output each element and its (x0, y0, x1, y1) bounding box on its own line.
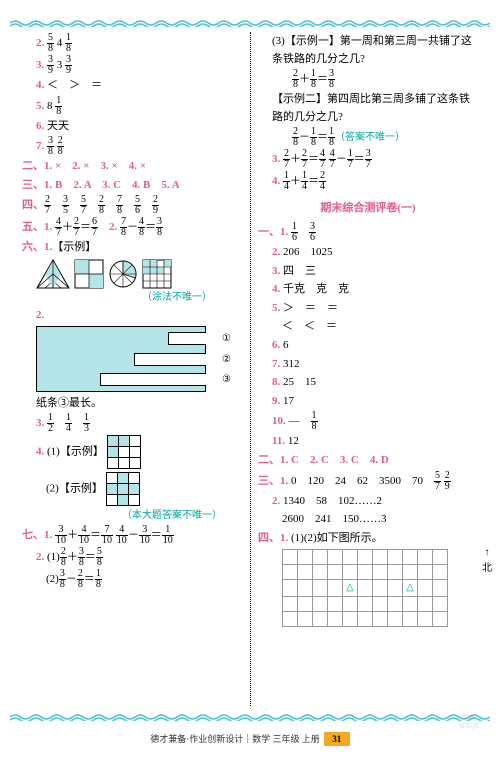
q7: 7. 312 (258, 356, 478, 374)
right-column: (3)【示例一】第一周和第三周一共铺了这条铁路的几分之几? 28＋18＝38 【… (250, 32, 478, 706)
item-6-2: 2. (22, 307, 242, 325)
item-r3: 3. 27＋27＝47 47－17＝37 (258, 149, 478, 170)
grid-note: （本大题答案不唯一） (22, 508, 242, 524)
paper-note: 纸条③最长。 (22, 395, 242, 413)
section-2: 二、1. × 2. × 3. × 4. × (22, 158, 242, 176)
q11: 11. 12 (258, 433, 478, 451)
column-divider (250, 32, 251, 706)
watermark: 学霸MXQE (446, 714, 492, 754)
exam-title: 期末综合测评卷(一) (258, 200, 478, 218)
grid-shape (142, 259, 172, 289)
page-footer: 德才兼备·作业创新设计｜数学 三年级 上册 31 (0, 732, 500, 746)
q1: 一、1. 16 36 (258, 222, 478, 243)
grid-example-1 (107, 435, 141, 469)
section-3: 三、1. B 2. A 3. C 4. B 5. A (22, 177, 242, 195)
example-1: (3)【示例一】第一周和第三周一共铺了这条铁路的几分之几? (258, 33, 478, 68)
wave-decoration-bottom (10, 712, 490, 720)
page-number: 31 (324, 732, 350, 746)
left-column: 2. 58 4 18 3. 39 3 39 4. ＜ ＞ ＝ 5. 8 18 6… (22, 32, 250, 706)
wave-decoration-top (10, 18, 490, 26)
example-1-eq: 28＋18＝38 (258, 69, 478, 90)
r-section-3-3: 2600 241 150……3 (258, 511, 478, 529)
answer-line: 7. 38 28 (22, 136, 242, 157)
answer-line: 5. 8 18 (22, 96, 242, 117)
q8: 8. 25 15 (258, 374, 478, 392)
paper-diagram: ①②③ (36, 326, 206, 392)
section-5: 五、1. 47＋27＝67 2. 78－48＝38 (22, 217, 242, 238)
footer-text: 德才兼备·作业创新设计｜数学 三年级 上册 (150, 734, 320, 744)
q6: 6. 6 (258, 337, 478, 355)
page-content: 2. 58 4 18 3. 39 3 39 4. ＜ ＞ ＝ 5. 8 18 6… (22, 32, 478, 706)
item-6-4-1: 4. (1)【示例】 (22, 435, 242, 469)
section-6: 六、1.【示例】 (22, 239, 242, 257)
section-4: 四、27 35 57 28 78 56 29 (22, 195, 242, 216)
grid-example-2 (106, 472, 140, 506)
circle-shape (108, 259, 138, 289)
answer-line: 2. 58 4 18 (22, 33, 242, 54)
section-7-2: 2. (1)28＋38＝58 (22, 547, 242, 568)
direction-grid: 北 △△ (282, 549, 478, 627)
example-2: 【示例二】第四周比第三周多铺了这条铁路的几分之几? (258, 91, 478, 126)
q4: 4. 千克 克 克 (258, 281, 478, 299)
q9: 9. 17 (258, 393, 478, 411)
answer-line: 6. 天天 (22, 118, 242, 136)
shape-examples (36, 259, 242, 289)
item-6-4-2: (2)【示例】 (22, 472, 242, 506)
answer-line: 3. 39 3 39 (22, 55, 242, 76)
example-2-eq: 28－18＝18（答案不唯一） (258, 127, 478, 148)
r-section-3-1: 三、1. 0 120 24 62 3500 70 57 29 (258, 471, 478, 492)
item-number: 2. (36, 37, 44, 49)
q5b: ＜ ＜ ＝ (258, 318, 478, 336)
r-section-2: 二、1. C 2. C 3. C 4. D (258, 452, 478, 470)
north-label: 北 (482, 545, 492, 577)
triangle-shape (36, 259, 70, 289)
q10: 10. — 18 (258, 411, 478, 432)
q3: 3. 四 三 (258, 263, 478, 281)
r-section-4: 四、1. (1)(2)如下图所示。 (258, 530, 478, 548)
q5a: 5. ＞ ＝ ＝ (258, 300, 478, 318)
shape-note: （涂法不唯一） (22, 290, 242, 306)
q2: 2. 206 1025 (258, 244, 478, 262)
section-7-2b: (2)38－28＝18 (22, 569, 242, 590)
answer-line: 4. ＜ ＞ ＝ (22, 77, 242, 95)
square-shape (74, 259, 104, 289)
section-7-1: 七、1. 310＋410＝710 410－310＝110 (22, 525, 242, 546)
item-r4: 4. 14＋14＝24 (258, 171, 478, 192)
r-section-3-2: 2. 1340 58 102……2 (258, 493, 478, 511)
item-6-3: 3. 12 14 13 (22, 413, 242, 434)
